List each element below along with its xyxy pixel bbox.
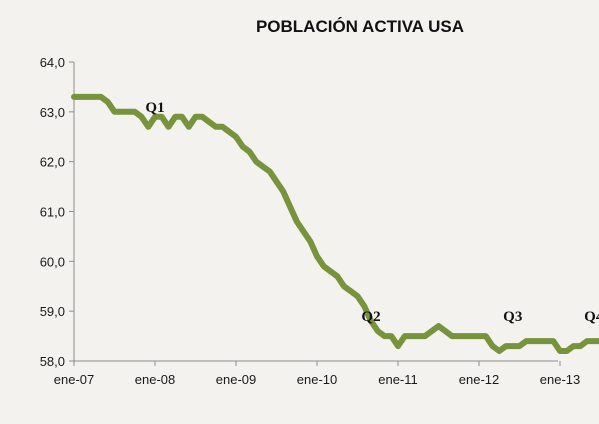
y-tick-label: 62,0 [40,155,65,170]
annotation-label: Q1 [145,100,164,116]
x-axis: ene-07 ene-08 ene-09 ene-10 ene-11 ene-12 ene-… [54,360,580,387]
x-tick-label: ene-11 [378,372,418,387]
annotation-label: Q2 [361,309,380,325]
annotation-label: Q3 [503,309,522,325]
y-axis: 58,0 59,0 60,0 61,0 62,0 63,0 64,0 [40,55,75,369]
y-tick-label: 60,0 [40,254,65,269]
x-tick-label: ene-07 [54,372,94,387]
y-tick-label: 61,0 [40,205,65,220]
series-line [71,93,599,354]
x-tick-label: ene-08 [135,372,175,387]
y-tick-label: 58,0 [40,354,65,369]
x-tick-label: ene-13 [540,372,580,387]
chart-title: POBLACIÓN ACTIVA USA [256,17,464,36]
annotation-label: Q4 [584,309,599,325]
x-tick-label: ene-12 [459,372,499,387]
annotations-layer: Q1 Q2 Q3 Q4 [145,100,599,325]
series-layer [71,93,599,354]
x-tick-label: ene-10 [297,372,337,387]
x-tick-label: ene-09 [216,372,256,387]
y-tick-label: 63,0 [40,105,65,120]
y-tick-label: 59,0 [40,304,65,319]
y-tick-label: 64,0 [40,55,65,70]
